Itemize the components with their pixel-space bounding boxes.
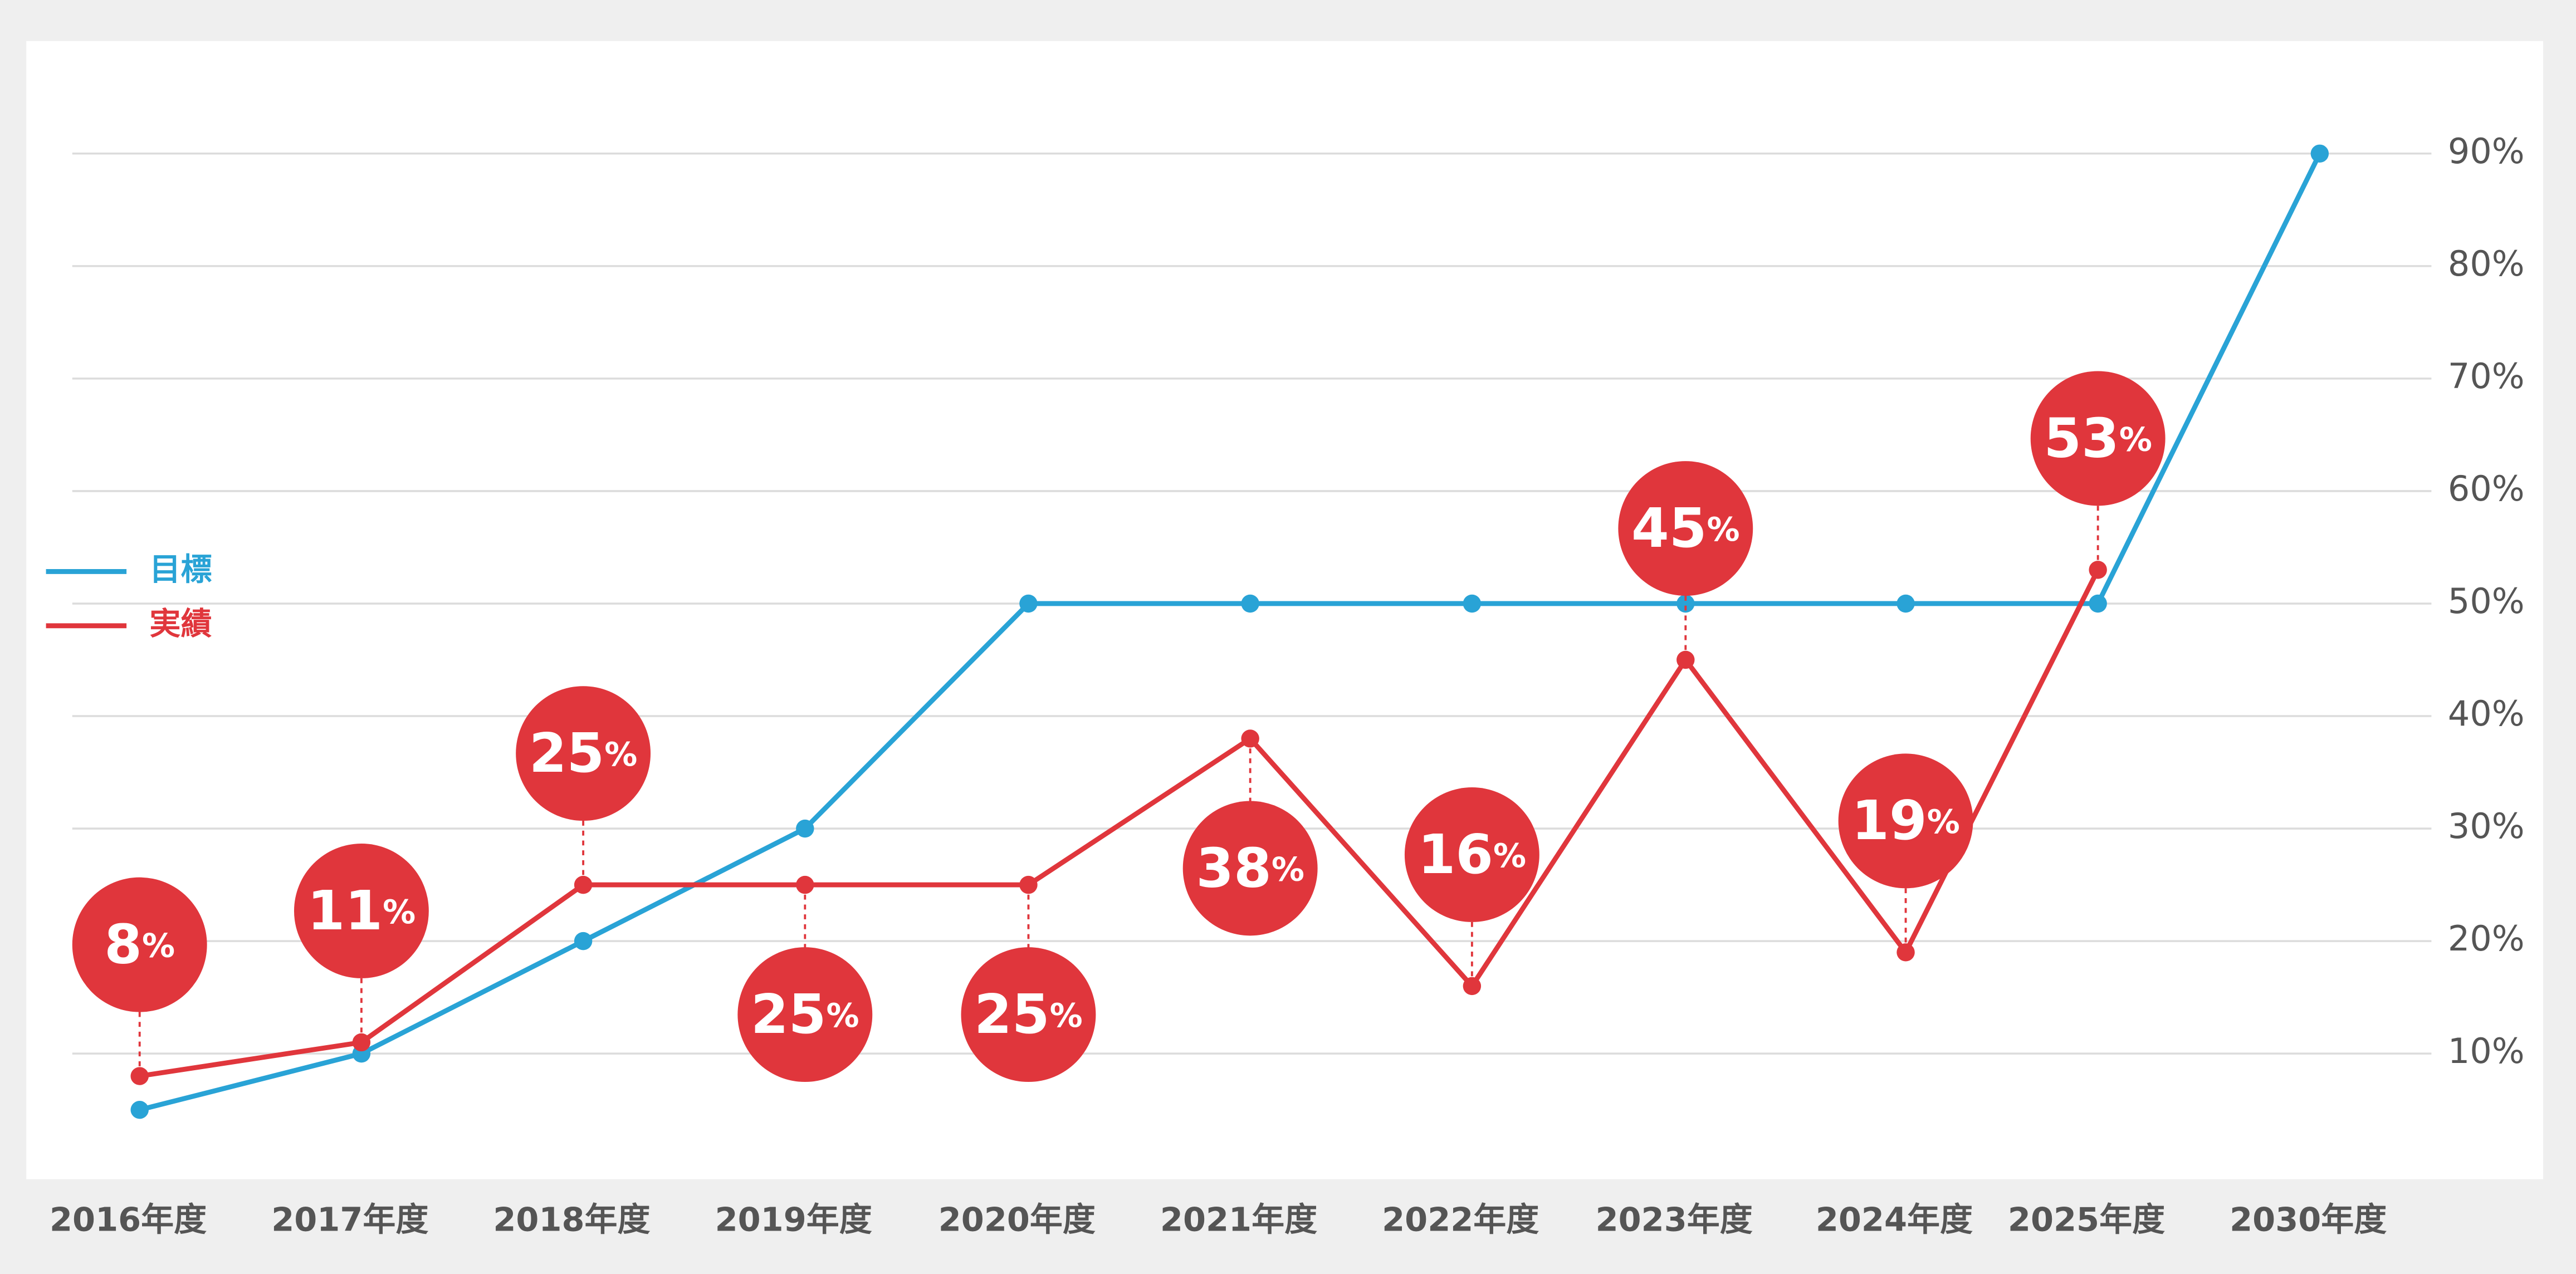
- data-label: 25%: [751, 983, 859, 1046]
- data-label: 53%: [2044, 406, 2152, 469]
- data-label: 25%: [974, 983, 1083, 1046]
- y-tick-label: 60%: [2448, 469, 2525, 509]
- x-tick-label: 2023年度: [1596, 1200, 1753, 1239]
- data-label: 45%: [1631, 497, 1740, 560]
- data-label: 38%: [1196, 836, 1304, 899]
- series-line: [139, 569, 2100, 1079]
- x-tick-label: 2016年度: [50, 1200, 207, 1239]
- data-point: [2089, 594, 2107, 613]
- y-tick-label: 10%: [2448, 1031, 2525, 1071]
- x-tick-label: 2017年度: [271, 1200, 428, 1239]
- y-tick-label: 90%: [2448, 131, 2525, 171]
- data-point: [1241, 594, 1259, 613]
- data-point: [1896, 594, 1915, 613]
- x-tick-label: 2025年度: [2008, 1200, 2165, 1239]
- legend-label: 実績: [149, 606, 212, 642]
- value-bubble: [516, 686, 651, 821]
- data-label: 19%: [1851, 789, 1960, 852]
- data-point: [2310, 144, 2329, 163]
- value-bubble: [72, 877, 207, 1012]
- x-tick-label: 2020年度: [938, 1200, 1096, 1239]
- value-bubble: [737, 947, 873, 1082]
- value-bubble: [1618, 461, 1753, 596]
- y-tick-label: 30%: [2448, 806, 2525, 846]
- x-tick-label: 2019年度: [715, 1200, 872, 1239]
- value-bubble: [2030, 371, 2166, 506]
- data-label: 11%: [307, 879, 416, 942]
- y-tick-label: 50%: [2448, 581, 2525, 621]
- data-point: [1019, 594, 1038, 613]
- value-bubble: [1404, 787, 1539, 922]
- data-label: 16%: [1418, 823, 1527, 886]
- y-tick-label: 80%: [2448, 244, 2525, 284]
- value-bubble: [961, 947, 1096, 1082]
- data-label: 8%: [104, 913, 175, 976]
- x-tick-label: 2018年度: [493, 1200, 650, 1239]
- data-point: [1676, 594, 1695, 613]
- plot-panel: [26, 41, 2544, 1179]
- data-point: [130, 1100, 149, 1119]
- y-tick-label: 20%: [2448, 919, 2525, 959]
- x-tick-label: 2030年度: [2230, 1200, 2387, 1239]
- data-point: [574, 932, 593, 950]
- data-point: [1463, 594, 1482, 613]
- x-tick-label: 2021年度: [1160, 1200, 1317, 1239]
- y-tick-label: 70%: [2448, 356, 2525, 396]
- x-tick-label: 2022年度: [1382, 1200, 1539, 1239]
- legend-label: 目標: [149, 552, 212, 588]
- data-point: [796, 819, 814, 838]
- value-bubble: [1838, 753, 1973, 889]
- value-bubble: [1182, 801, 1318, 936]
- data-label: 25%: [529, 722, 638, 785]
- y-tick-label: 40%: [2448, 694, 2525, 734]
- value-bubble: [294, 844, 429, 978]
- x-tick-label: 2024年度: [1816, 1200, 1973, 1239]
